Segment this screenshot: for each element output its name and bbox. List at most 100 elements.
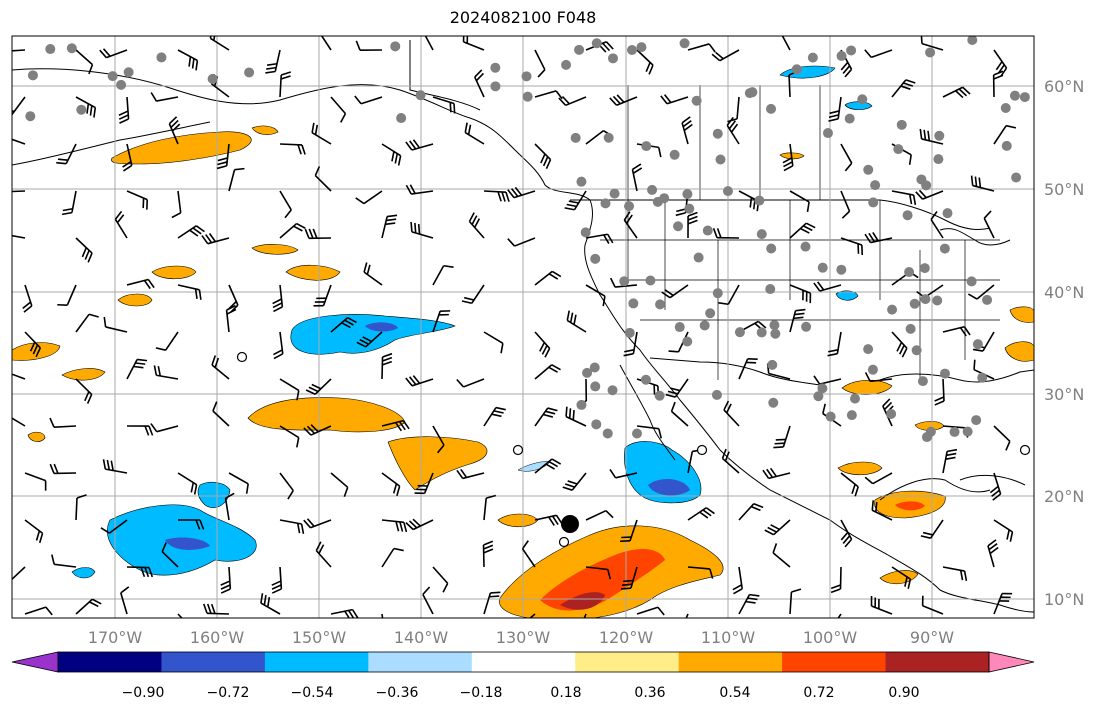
wind-barb [583, 613, 587, 618]
station-dot [244, 67, 255, 78]
cuba [959, 475, 1026, 486]
colorbar [11, 651, 1035, 673]
station-dot [712, 128, 723, 139]
wind-barb [354, 95, 383, 105]
station-dot [765, 284, 776, 295]
colorbar-swatch [678, 652, 783, 672]
wind-barb [363, 262, 383, 286]
wind-barb [789, 308, 806, 333]
wind-barb [534, 270, 562, 286]
wind-barb [381, 547, 404, 568]
station-dot [607, 53, 618, 64]
station-dot [849, 393, 860, 404]
wind-barb [75, 494, 87, 521]
station-dot [825, 411, 836, 422]
station-dot [909, 298, 920, 309]
wind-barb [468, 212, 485, 239]
station-dot [645, 275, 656, 286]
station-dot [813, 391, 824, 402]
wind-barb [49, 417, 77, 428]
wind-barb [177, 613, 183, 618]
wind-barb [970, 175, 995, 192]
wind-barb [983, 210, 995, 239]
station-dot [770, 328, 781, 339]
wind-barb [864, 232, 893, 244]
wind-barb [271, 566, 283, 594]
wind-barb [993, 425, 1011, 451]
wind-barb [225, 304, 237, 333]
wind-barb [279, 425, 300, 448]
colorbar-swatch [264, 652, 369, 672]
lon-label: 90°W [910, 628, 954, 647]
station-dot [576, 176, 587, 187]
station-dot [949, 426, 960, 437]
wind-barb [102, 459, 128, 474]
colorbar-label: 0.18 [550, 685, 581, 701]
station-dot [868, 197, 879, 208]
colorbar-label: −0.36 [376, 685, 419, 701]
wind-barb [279, 71, 292, 98]
wind-barb [311, 122, 332, 145]
state-borders [600, 85, 1000, 380]
wind-barb [670, 401, 689, 427]
wind-barb [22, 284, 33, 313]
station-dot [893, 144, 904, 155]
wind-barb [410, 221, 434, 239]
baja-california [619, 364, 676, 461]
station-dot [917, 376, 928, 387]
wind-barb [934, 378, 945, 406]
wind-barb [12, 234, 26, 239]
station-dot [754, 195, 765, 206]
wind-barb [609, 469, 638, 479]
gulf-coast [879, 369, 1034, 383]
wind-barb [313, 284, 332, 307]
wind-barb [773, 425, 791, 449]
wind-barb [12, 49, 26, 52]
station-dot [921, 432, 932, 443]
wind-barb [738, 357, 758, 380]
station-dot [589, 362, 600, 373]
station-dot [1009, 90, 1020, 101]
lat-label: 60°N [1044, 77, 1084, 96]
wind-barb [122, 143, 133, 172]
station-dot [591, 38, 602, 49]
station-dot [817, 383, 828, 394]
wind-barb [891, 331, 908, 358]
wind-barb [827, 331, 842, 357]
station-dot [607, 385, 618, 396]
wind-barb [566, 310, 587, 333]
station-dot [624, 327, 635, 338]
station-dot [807, 52, 818, 63]
wind-barb [840, 143, 853, 172]
wind-barb [126, 425, 154, 436]
wind-barb [265, 49, 281, 74]
wind-barb [330, 472, 349, 497]
wind-barb [330, 96, 347, 123]
wind-barb [840, 190, 851, 219]
open-circle-marker [236, 351, 248, 363]
station-dot [590, 381, 601, 392]
lon-label: 150°W [292, 628, 347, 647]
station-dot [916, 174, 927, 185]
colorbar-swatch [471, 652, 576, 672]
wind-barb [168, 116, 181, 145]
wind-barb [303, 518, 332, 529]
open-circle-marker [696, 444, 708, 456]
colorbar-label: 0.54 [719, 685, 750, 701]
wind-barb [381, 214, 398, 239]
lat-label: 10°N [1044, 590, 1084, 609]
wind-barb [279, 190, 292, 219]
wind-barb [126, 190, 149, 210]
wind-barb [840, 237, 864, 256]
us-mexico-border [649, 357, 821, 386]
station-dot [674, 322, 685, 333]
station-dot [863, 344, 874, 355]
wind-barb [461, 284, 485, 305]
wind-barb [260, 593, 281, 615]
colorbar-swatch [368, 652, 473, 672]
wind-barb [483, 406, 506, 427]
station-dot [972, 339, 983, 350]
wind-barb [665, 378, 689, 398]
wind-barb [209, 36, 230, 51]
